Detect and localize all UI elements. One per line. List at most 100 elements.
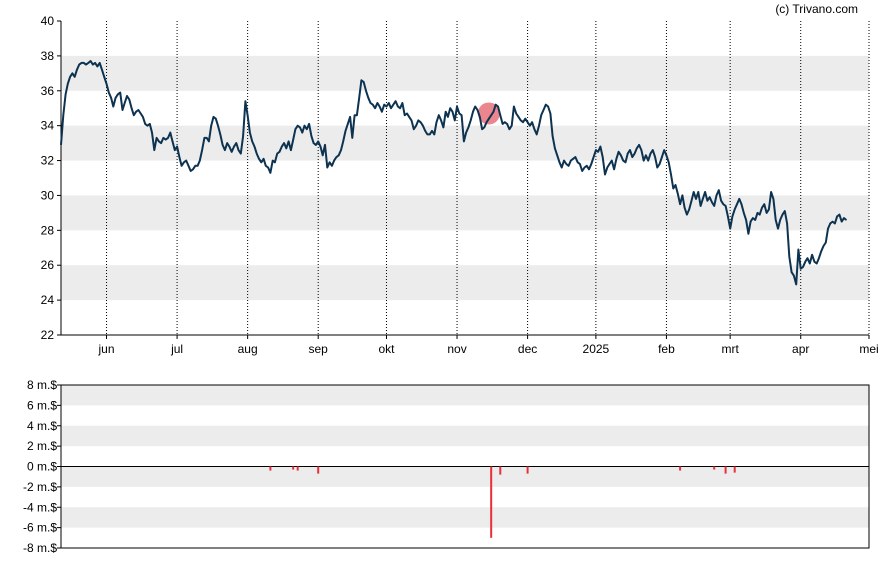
x-tick-label: sep [309, 342, 329, 356]
price-point [242, 135, 244, 137]
price-point [681, 194, 684, 196]
price-point [71, 72, 73, 74]
price-point [770, 191, 772, 193]
price-point [797, 248, 800, 251]
price-point [288, 140, 290, 142]
price-point [347, 123, 349, 125]
price-point [704, 191, 706, 193]
price-point [251, 140, 253, 142]
price-point [725, 205, 727, 207]
price-point [235, 142, 237, 144]
y-tick-label: 24 [41, 293, 55, 307]
y-tick-label: 0 m.$ [27, 460, 57, 474]
price-point [533, 128, 536, 130]
price-point [313, 142, 315, 144]
y-tick-label: 26 [41, 258, 55, 272]
price-point [124, 102, 126, 104]
price-point [804, 261, 806, 263]
price-point [215, 118, 217, 120]
price-point [158, 140, 160, 142]
price-point [224, 149, 226, 151]
price-point [285, 147, 287, 149]
price-point [779, 219, 781, 221]
price-point [756, 212, 759, 214]
x-tick-label: nov [447, 342, 466, 356]
price-point [631, 156, 633, 158]
flow-bar [679, 466, 682, 471]
price-point [85, 64, 87, 66]
price-point [504, 121, 506, 123]
price-point [174, 149, 176, 151]
price-point [529, 125, 531, 127]
y-tick-label: 34 [41, 119, 55, 133]
price-point [210, 125, 212, 127]
x-tick-label: aug [238, 342, 258, 356]
price-point [754, 219, 756, 221]
price-point [388, 102, 390, 104]
price-point [356, 114, 358, 116]
price-point [540, 114, 542, 116]
x-tick-label: okt [378, 342, 395, 356]
flow-bar [733, 466, 736, 473]
price-point [740, 203, 743, 205]
price-point [74, 76, 76, 78]
price-point [599, 146, 602, 148]
price-point [406, 112, 408, 115]
y-tick-label: 6 m.$ [27, 398, 57, 412]
price-point [845, 219, 847, 221]
x-tick-label: mrt [721, 342, 739, 356]
price-point [472, 111, 474, 113]
price-point [367, 97, 369, 99]
x-tick-label: apr [792, 342, 809, 356]
price-point [415, 125, 417, 127]
price-point [506, 123, 508, 125]
price-point [376, 102, 378, 104]
price-point [649, 153, 652, 155]
price-point [260, 161, 262, 163]
y-tick-label: 32 [41, 154, 55, 168]
grid-band [61, 507, 869, 528]
price-point [404, 114, 406, 116]
price-point [772, 198, 775, 200]
y-tick-label: -6 m.$ [23, 521, 57, 535]
price-point [253, 146, 256, 148]
price-point [706, 200, 709, 202]
price-point [766, 212, 768, 214]
price-point [531, 121, 533, 123]
price-point [306, 128, 308, 130]
price-point [426, 133, 428, 135]
price-point [217, 125, 219, 127]
price-point [131, 107, 133, 109]
grid-band [61, 125, 869, 161]
price-point [283, 142, 285, 144]
flow-frame [60, 384, 870, 549]
y-tick-label: -8 m.$ [23, 541, 57, 555]
price-point [201, 149, 203, 151]
price-point [661, 156, 663, 158]
price-point [308, 123, 310, 125]
price-point [620, 154, 622, 156]
flow-chart: -8 m.$ -6 m.$ -4 m.$ -2 m.$ 0 m.$ 2 m.$ 4 m.$ 6… [23, 378, 870, 555]
price-point [734, 208, 736, 210]
price-point [781, 214, 784, 216]
price-point [87, 62, 89, 64]
price-point [684, 207, 686, 209]
price-point [256, 153, 258, 155]
price-point [775, 219, 777, 221]
price-point [659, 163, 661, 165]
price-point [811, 254, 813, 256]
price-point [640, 149, 643, 151]
flow-bar [292, 466, 295, 470]
price-point [112, 105, 114, 108]
price-point [267, 166, 269, 169]
price-point [695, 198, 697, 200]
price-point [110, 97, 112, 99]
price-point [237, 149, 240, 151]
price-point [520, 119, 522, 121]
price-point [715, 194, 718, 196]
price-point [718, 189, 720, 191]
price-point [556, 154, 558, 156]
grid-band [61, 265, 869, 301]
price-point [627, 153, 629, 155]
